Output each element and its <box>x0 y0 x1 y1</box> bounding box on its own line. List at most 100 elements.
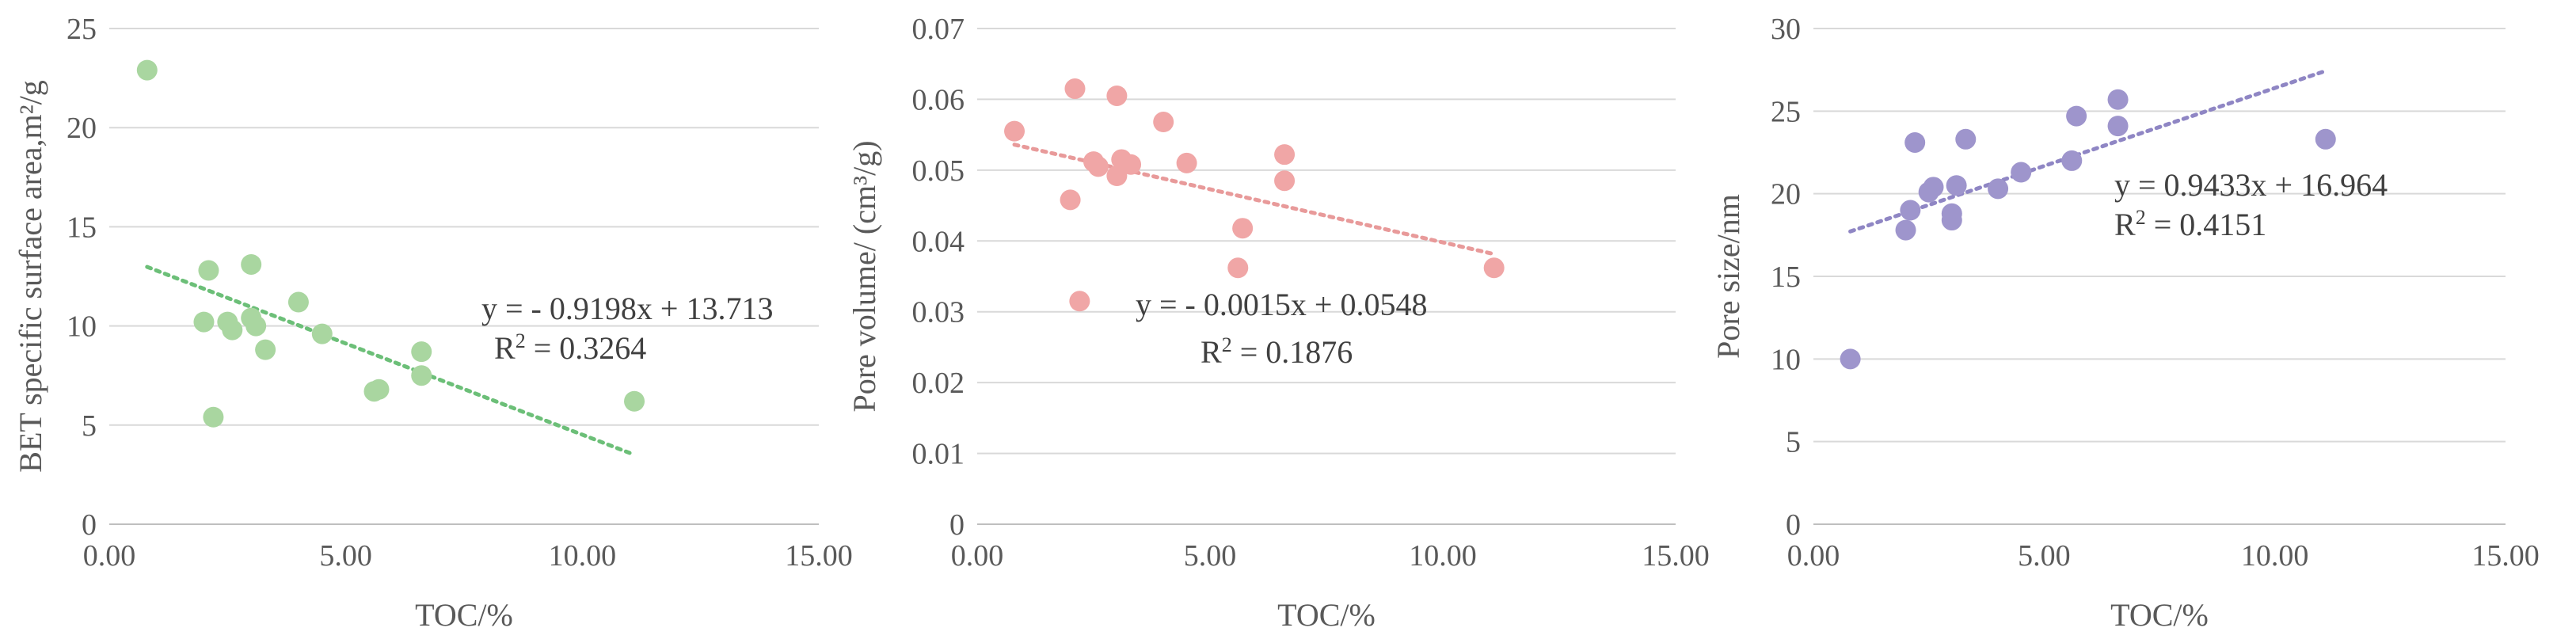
y-gridlines <box>977 28 1676 455</box>
data-point <box>411 341 432 363</box>
r-squared-superscript: 2 <box>2136 206 2146 229</box>
trendline <box>1848 69 2328 234</box>
y-tick-label: 5 <box>1786 426 1801 459</box>
y-axis-label: Pore volume/ (cm³/g) <box>847 140 882 412</box>
r-squared-label: R2 = 0.1876 <box>1200 333 1353 371</box>
x-tick-label: 0.00 <box>951 539 1004 573</box>
data-point <box>203 406 224 428</box>
data-point <box>193 311 215 333</box>
x-tick-label: 5.00 <box>319 539 372 573</box>
data-point <box>1064 78 1086 100</box>
x-tick-label: 10.00 <box>2241 539 2309 573</box>
data-point <box>255 339 276 360</box>
r-squared-symbol: R <box>2114 207 2136 242</box>
data-point <box>245 315 267 337</box>
y-tick-label: 0.07 <box>912 13 965 46</box>
data-points <box>1004 78 1505 312</box>
y-axis-label: Pore size/nm <box>1710 194 1746 359</box>
data-point <box>1955 128 1977 150</box>
y-axis-label: BET specific surface area,m²/g <box>13 80 48 472</box>
data-point <box>1946 175 1967 196</box>
data-point <box>624 390 645 412</box>
data-point <box>1274 144 1296 166</box>
y-tick-label: 0 <box>1786 508 1801 542</box>
y-tick-labels: 0 5 10 15 20 25 <box>67 13 97 542</box>
data-point <box>1069 291 1090 312</box>
trendline <box>1012 143 1497 257</box>
chart-pore-size: 0 5 10 15 20 25 30 0.00 5.00 10.00 15.00 y = 0.94… <box>1710 13 2540 633</box>
y-tick-label: 0.06 <box>912 83 965 116</box>
y-tick-label: 0 <box>949 508 965 542</box>
data-point <box>368 379 390 400</box>
x-tick-label: 0.00 <box>1787 539 1840 573</box>
data-point <box>1274 170 1296 192</box>
y-tick-label: 25 <box>67 13 97 46</box>
y-tick-labels: 0 5 10 15 20 25 30 <box>1771 13 1801 542</box>
y-tick-label: 20 <box>1771 178 1801 211</box>
y-tick-label: 20 <box>67 112 97 145</box>
data-point <box>1153 112 1174 133</box>
y-tick-label: 0 <box>82 508 97 542</box>
y-tick-label: 0.03 <box>912 296 965 329</box>
r-squared-value: = 0.1876 <box>1232 334 1353 370</box>
r-squared-value: = 0.4151 <box>2146 207 2267 242</box>
data-point <box>2107 116 2129 137</box>
y-tick-label: 15 <box>67 211 97 244</box>
data-point <box>287 291 309 313</box>
y-gridlines <box>109 28 819 426</box>
x-tick-label: 15.00 <box>1642 539 1710 573</box>
x-tick-labels: 0.00 5.00 10.00 15.00 <box>951 539 1710 573</box>
data-point <box>1941 210 1962 231</box>
data-point <box>1176 152 1197 173</box>
y-tick-label: 10 <box>67 310 97 344</box>
y-tick-label: 0.02 <box>912 367 965 400</box>
y-tick-label: 30 <box>1771 13 1801 46</box>
data-point <box>1227 257 1249 279</box>
data-point <box>2066 105 2087 127</box>
r-squared-symbol: R <box>494 330 516 366</box>
x-tick-labels: 0.00 5.00 10.00 15.00 <box>1787 539 2540 573</box>
data-point <box>1923 177 1944 198</box>
r-squared-value: = 0.3264 <box>526 330 647 366</box>
x-tick-label: 10.00 <box>1409 539 1477 573</box>
data-point <box>1895 219 1916 241</box>
data-point <box>1087 156 1109 177</box>
r-squared-label: R2 = 0.4151 <box>2114 206 2266 243</box>
data-point <box>1840 348 1861 370</box>
r-squared-symbol: R <box>1200 334 1222 370</box>
data-points <box>136 59 645 428</box>
x-axis-label: TOC/% <box>1277 597 1376 633</box>
chart-bet-surface-area: 0 5 10 15 20 25 0.00 5.00 10.00 15.00 y = - 0.91… <box>13 13 853 633</box>
data-point <box>311 323 333 344</box>
data-point <box>1900 200 1921 221</box>
y-tick-label: 5 <box>82 409 97 443</box>
trendline-equation: y = - 0.0015x + 0.0548 <box>1136 287 1427 322</box>
trendline-equation: y = - 0.9198x + 13.713 <box>481 291 773 326</box>
trendline <box>145 264 637 457</box>
data-point <box>411 365 432 386</box>
x-tick-label: 0.00 <box>83 539 136 573</box>
data-point <box>241 253 262 275</box>
data-point <box>2011 162 2032 183</box>
data-point <box>1483 257 1505 279</box>
data-point <box>136 59 158 81</box>
y-tick-label: 0.04 <box>912 225 965 258</box>
x-tick-label: 15.00 <box>785 539 853 573</box>
data-point <box>2061 150 2083 171</box>
trendline-path <box>1848 69 2328 234</box>
data-point <box>1988 178 2009 200</box>
chart-pore-volume: 0 0.01 0.02 0.03 0.04 0.05 0.06 0.07 0.00 5.00 10… <box>847 13 1710 633</box>
data-points <box>1840 89 2336 370</box>
y-tick-labels: 0 0.01 0.02 0.03 0.04 0.05 0.06 0.07 <box>912 13 965 542</box>
x-tick-labels: 0.00 5.00 10.00 15.00 <box>83 539 853 573</box>
y-tick-label: 10 <box>1771 343 1801 376</box>
y-tick-label: 15 <box>1771 261 1801 294</box>
data-point <box>1121 154 1142 175</box>
x-tick-label: 5.00 <box>2018 539 2071 573</box>
data-point <box>2315 128 2336 150</box>
x-tick-label: 15.00 <box>2471 539 2540 573</box>
x-axis-label: TOC/% <box>415 597 513 633</box>
trendline-path <box>1012 143 1497 257</box>
x-tick-label: 5.00 <box>1184 539 1237 573</box>
